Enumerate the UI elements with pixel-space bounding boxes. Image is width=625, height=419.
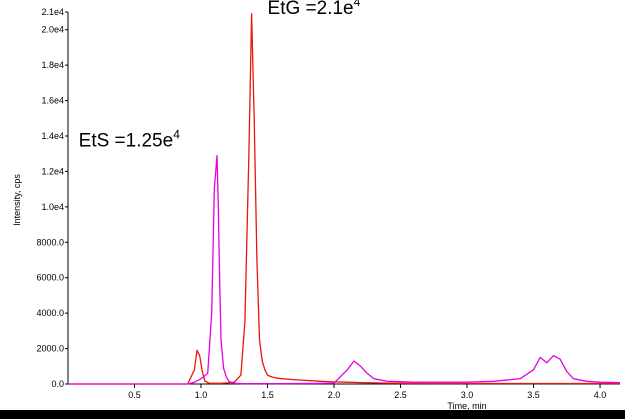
y-tick-label: 6000.0	[36, 273, 64, 283]
y-tick-label: 8000.0	[36, 237, 64, 247]
x-tick-label: 2.5	[394, 390, 407, 400]
annotation-ets: EtS =1.25e4	[79, 128, 181, 152]
y-tick-label: 1.0e4	[41, 202, 64, 212]
series-line-1	[68, 154, 621, 385]
y-tick-label: 1.6e4	[41, 96, 64, 106]
x-tick-label: 3.0	[461, 390, 474, 400]
axes: 0.0 2000.0 4000.0 6000.0 8000.0 1.0e4 1.2e4 1.4…	[12, 7, 620, 411]
y-axis-title: Intensity, cps	[12, 174, 22, 226]
x-axis-title: Time, min	[447, 401, 486, 411]
annotation-ets-sup: 4	[173, 128, 180, 142]
y-tick-label: 1.2e4	[41, 166, 64, 176]
y-tick-label: 1.4e4	[41, 131, 64, 141]
x-tick-label: 1.0	[195, 390, 208, 400]
y-tick-label: 4000.0	[36, 308, 64, 318]
y-tick-label: 2.0e4	[41, 25, 64, 35]
x-tick-label: 4.0	[594, 390, 607, 400]
y-tick-label: 1.8e4	[41, 60, 64, 70]
annotation-etg-sup: 4	[354, 0, 361, 9]
y-tick-label: 2.1e4	[41, 7, 64, 17]
x-tick-label: 2.0	[328, 390, 341, 400]
series-line-0	[68, 13, 620, 385]
x-tick-label: 3.5	[527, 390, 540, 400]
series-layer	[68, 13, 621, 385]
annotation-etg: EtG =2.1e4	[268, 0, 361, 19]
annotation-ets-main: EtS =1.25e	[79, 131, 174, 152]
y-tick-label: 2000.0	[36, 344, 64, 354]
y-tick-label: 0.0	[51, 379, 64, 389]
bottom-border-bar	[0, 410, 625, 419]
x-tick-label: 0.5	[128, 390, 141, 400]
annotation-etg-main: EtG =2.1e	[268, 0, 354, 19]
x-tick-label: 1.5	[261, 390, 274, 400]
